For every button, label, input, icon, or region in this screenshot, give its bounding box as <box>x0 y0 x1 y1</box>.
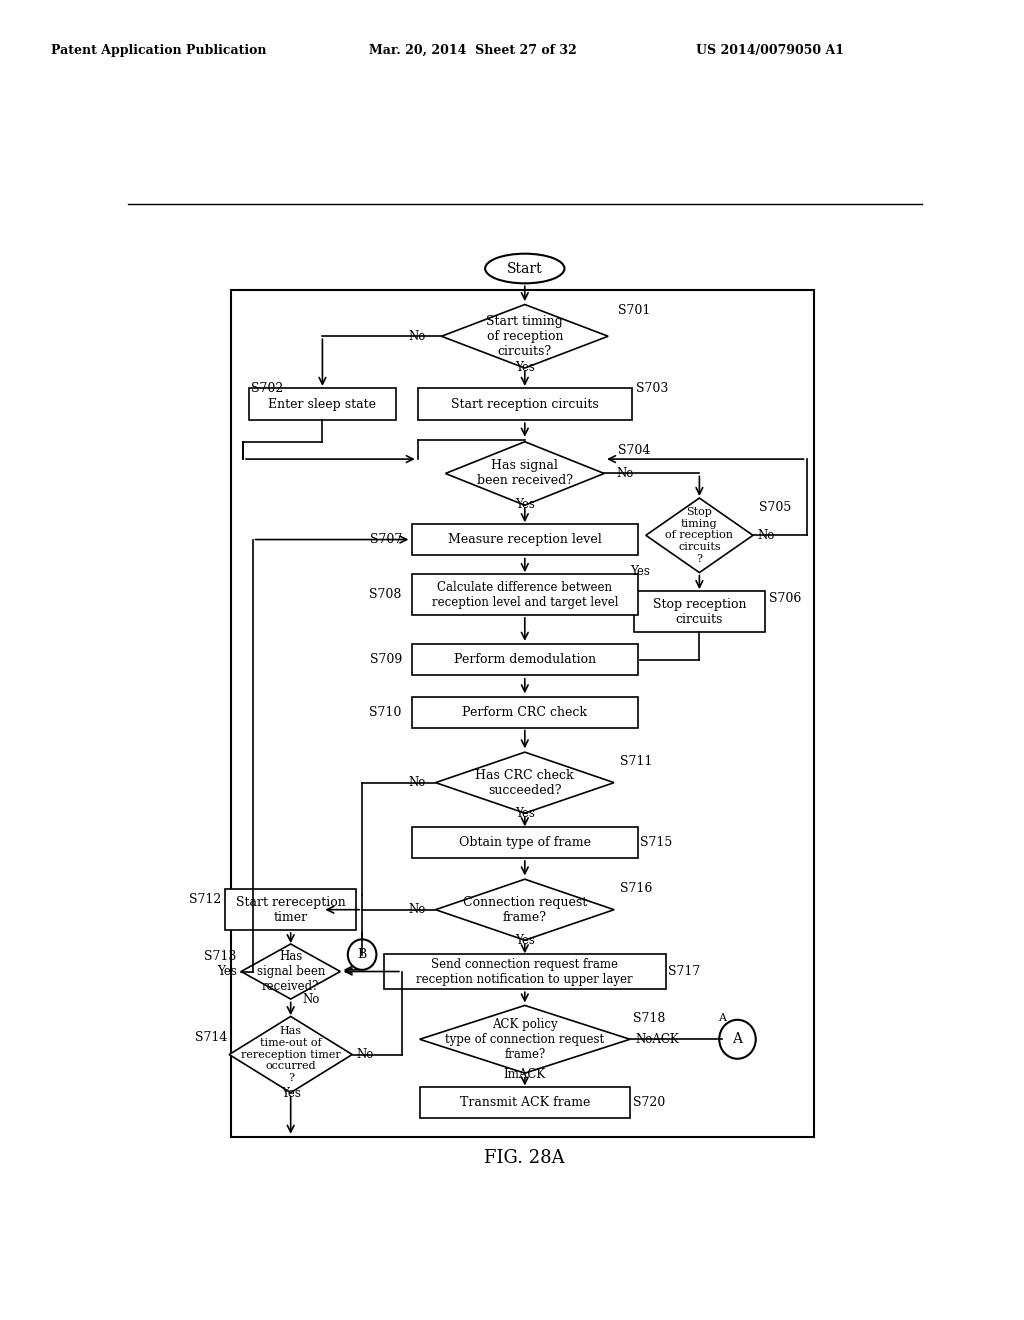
Text: Start reception circuits: Start reception circuits <box>451 397 599 411</box>
Bar <box>412 574 638 615</box>
Text: Measure reception level: Measure reception level <box>447 533 602 546</box>
Circle shape <box>719 1020 756 1059</box>
Text: Has CRC check
succeeded?: Has CRC check succeeded? <box>475 768 574 797</box>
Text: No: No <box>409 776 426 789</box>
Text: S711: S711 <box>620 755 652 768</box>
Text: S706: S706 <box>769 593 802 606</box>
Text: ACK policy
type of connection request
frame?: ACK policy type of connection request fr… <box>445 1018 604 1061</box>
Text: No: No <box>303 993 319 1006</box>
Text: S709: S709 <box>370 653 401 667</box>
Text: S713: S713 <box>205 950 237 962</box>
Polygon shape <box>420 1006 630 1073</box>
Text: S703: S703 <box>636 383 669 395</box>
Text: Yes: Yes <box>515 499 535 511</box>
Text: S708: S708 <box>370 589 401 601</box>
Text: Connection request
frame?: Connection request frame? <box>463 896 587 924</box>
Text: US 2014/0079050 A1: US 2014/0079050 A1 <box>696 44 845 57</box>
Text: Start rereception
timer: Start rereception timer <box>236 896 345 924</box>
Text: Yes: Yes <box>515 807 535 820</box>
Text: A: A <box>718 1014 726 1023</box>
Text: Has
signal been
received?: Has signal been received? <box>256 950 325 993</box>
Text: Yes: Yes <box>515 933 535 946</box>
Bar <box>225 890 356 931</box>
Text: No: No <box>758 529 775 541</box>
Polygon shape <box>435 752 614 813</box>
Text: Stop reception
circuits: Stop reception circuits <box>652 598 746 626</box>
Polygon shape <box>441 305 608 368</box>
Text: Patent Application Publication: Patent Application Publication <box>51 44 266 57</box>
Text: FIG. 28A: FIG. 28A <box>484 1148 565 1167</box>
Text: No: No <box>356 1048 374 1061</box>
Text: S710: S710 <box>370 706 401 719</box>
Text: No: No <box>616 467 634 480</box>
Polygon shape <box>241 944 340 999</box>
Circle shape <box>348 940 377 970</box>
Text: S717: S717 <box>668 965 699 978</box>
Text: Perform CRC check: Perform CRC check <box>462 706 588 719</box>
Bar <box>231 289 814 1137</box>
Text: S712: S712 <box>189 894 221 906</box>
Text: Send connection request frame
reception notification to upper layer: Send connection request frame reception … <box>417 957 633 986</box>
Text: S707: S707 <box>370 533 401 546</box>
Bar <box>412 644 638 676</box>
Bar <box>412 697 638 729</box>
Polygon shape <box>445 442 604 506</box>
Text: S702: S702 <box>251 383 283 395</box>
Text: Perform demodulation: Perform demodulation <box>454 653 596 667</box>
Bar <box>249 388 396 420</box>
Text: B: B <box>357 948 367 961</box>
Ellipse shape <box>485 253 564 284</box>
Text: Yes: Yes <box>631 565 650 578</box>
Text: S715: S715 <box>640 837 672 849</box>
Text: Start timing
of reception
circuits?: Start timing of reception circuits? <box>486 314 563 358</box>
Text: Yes: Yes <box>515 362 535 374</box>
Text: NoACK: NoACK <box>636 1032 680 1045</box>
Text: S705: S705 <box>759 500 792 513</box>
Text: No: No <box>409 903 426 916</box>
Bar <box>412 828 638 858</box>
Text: A: A <box>732 1032 742 1047</box>
Text: S716: S716 <box>620 882 652 895</box>
Text: Stop
timing
of reception
circuits
?: Stop timing of reception circuits ? <box>666 507 733 564</box>
Text: ImACK: ImACK <box>504 1068 546 1081</box>
Bar <box>384 954 666 989</box>
Bar <box>634 591 765 632</box>
Text: S704: S704 <box>618 444 651 457</box>
Text: Enter sleep state: Enter sleep state <box>268 397 377 411</box>
Text: Mar. 20, 2014  Sheet 27 of 32: Mar. 20, 2014 Sheet 27 of 32 <box>369 44 577 57</box>
Polygon shape <box>646 498 753 573</box>
Polygon shape <box>229 1016 352 1093</box>
Text: Start: Start <box>507 261 543 276</box>
Polygon shape <box>435 879 614 940</box>
Bar <box>412 524 638 556</box>
Text: Yes: Yes <box>217 965 237 978</box>
Bar <box>418 388 632 420</box>
Bar <box>420 1088 630 1118</box>
Text: S714: S714 <box>195 1031 227 1044</box>
Text: Transmit ACK frame: Transmit ACK frame <box>460 1097 590 1109</box>
Text: Yes: Yes <box>281 1086 301 1100</box>
Text: Has
time-out of
rereception timer
occurred
?: Has time-out of rereception timer occurr… <box>241 1027 341 1082</box>
Text: Calculate difference between
reception level and target level: Calculate difference between reception l… <box>431 581 618 609</box>
Text: No: No <box>409 330 426 343</box>
Text: S718: S718 <box>633 1011 666 1024</box>
Text: S701: S701 <box>618 305 651 317</box>
Text: Has signal
been received?: Has signal been received? <box>477 459 572 487</box>
Text: S720: S720 <box>633 1097 665 1109</box>
Text: Obtain type of frame: Obtain type of frame <box>459 837 591 849</box>
